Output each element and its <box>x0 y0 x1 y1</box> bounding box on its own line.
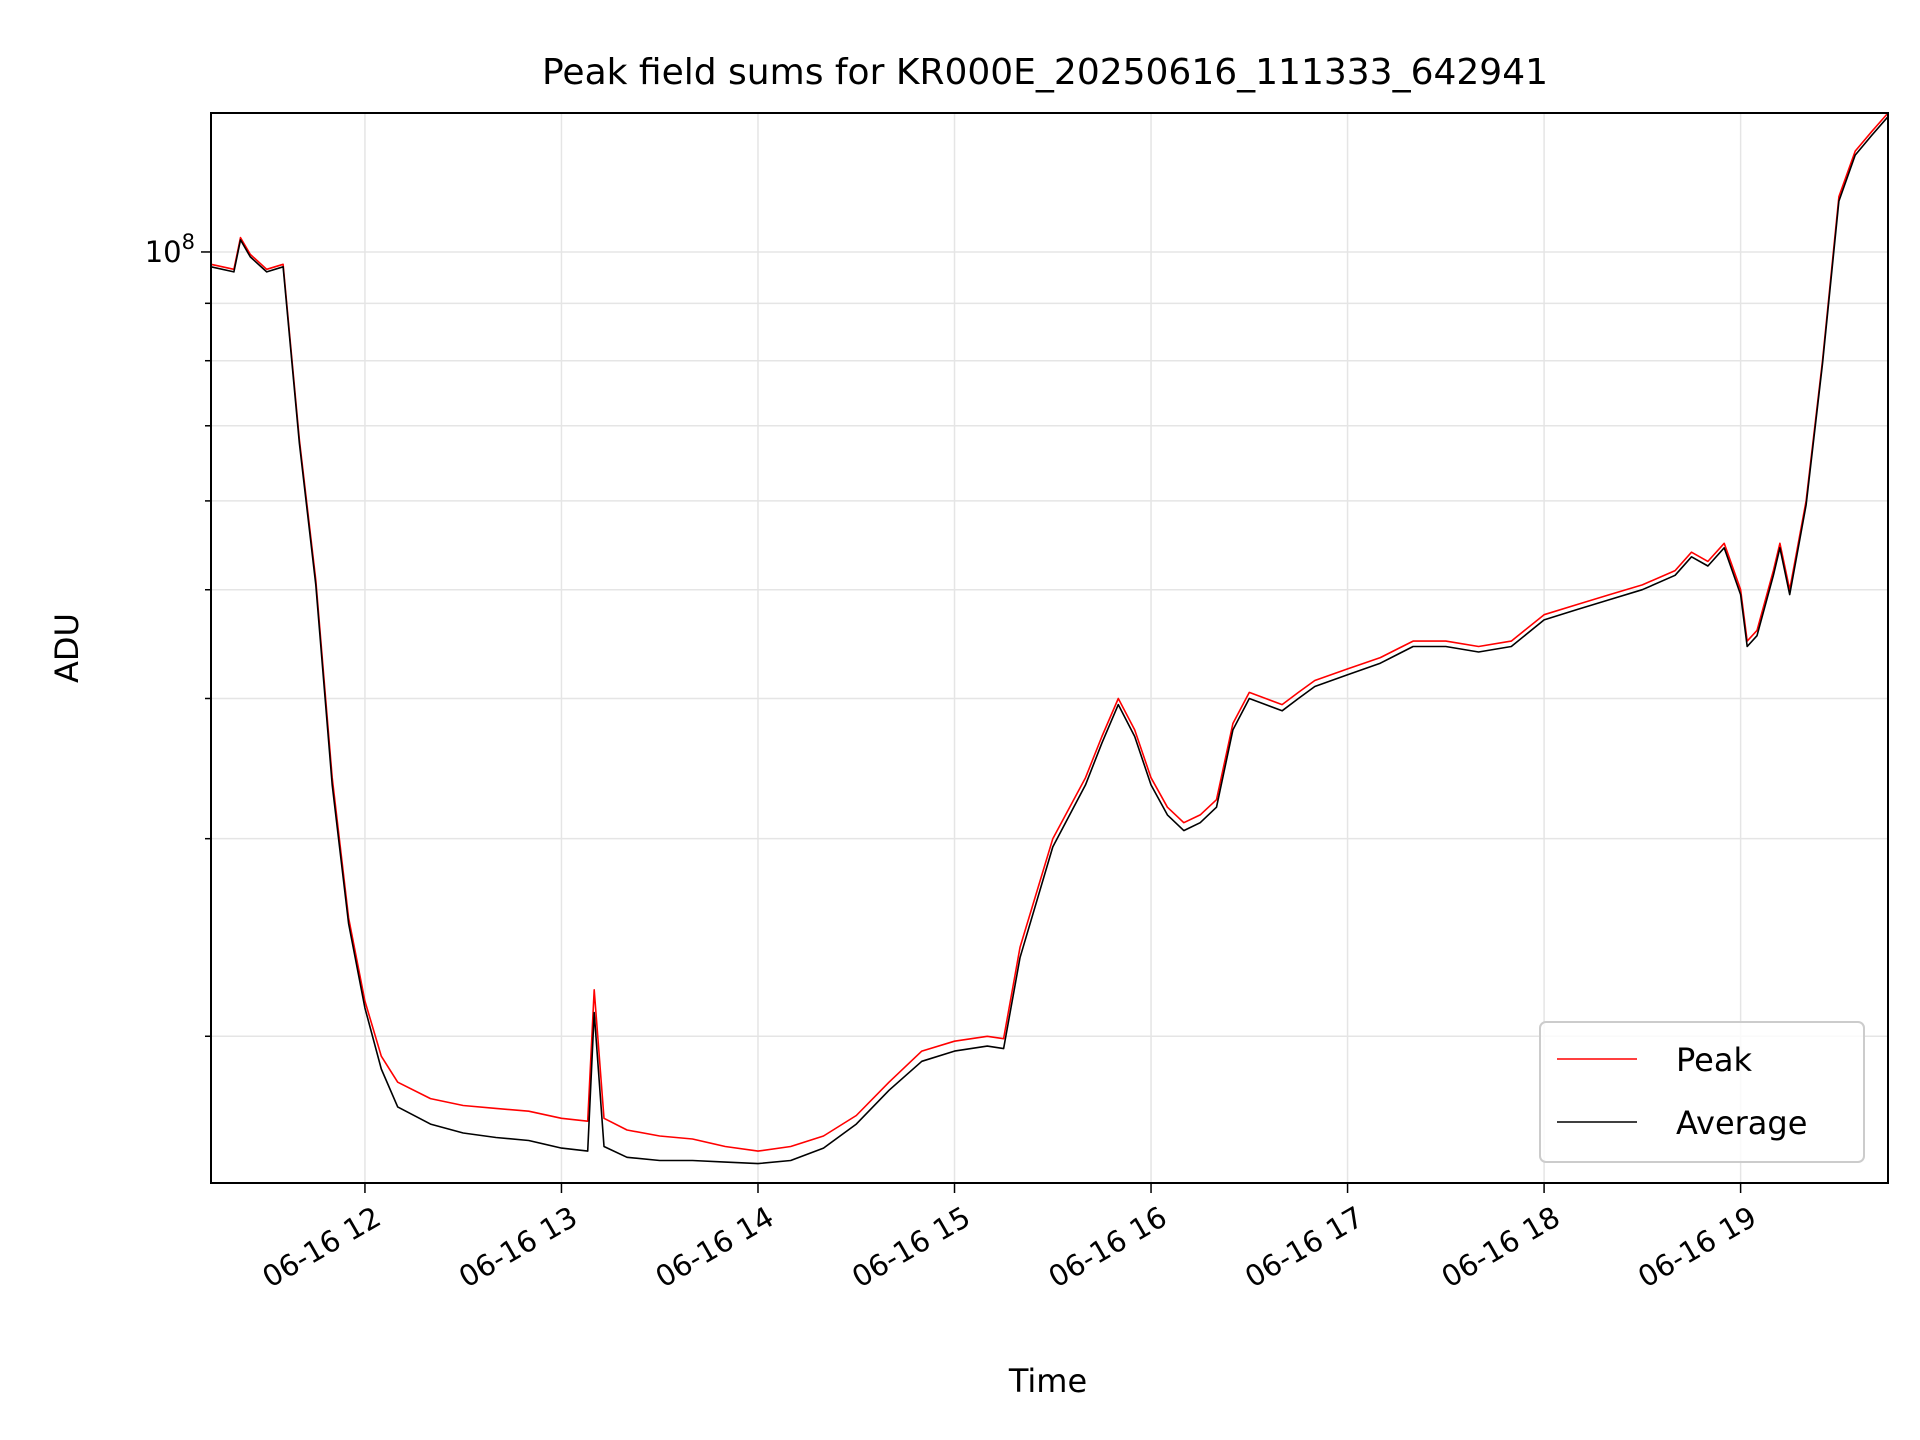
chart-title: Peak field sums for KR000E_20250616_1113… <box>542 52 1548 93</box>
legend-box <box>1539 1021 1865 1163</box>
y-tick-label: 108 <box>145 230 195 269</box>
series-layer <box>210 112 1889 1165</box>
y-axis-label: ADU <box>48 613 86 683</box>
plot-area-frame <box>210 112 1889 1184</box>
series-line-peak <box>210 112 1889 1152</box>
legend-label-average: Average <box>1676 1104 1807 1142</box>
series-line-average <box>210 116 1889 1165</box>
legend: Peak Average <box>1539 1021 1865 1163</box>
x-axis-label: Time <box>1008 1362 1087 1400</box>
grid <box>211 113 1888 1183</box>
legend-label-peak: Peak <box>1676 1041 1752 1079</box>
y-axis-ticks: 108 <box>145 230 211 1038</box>
